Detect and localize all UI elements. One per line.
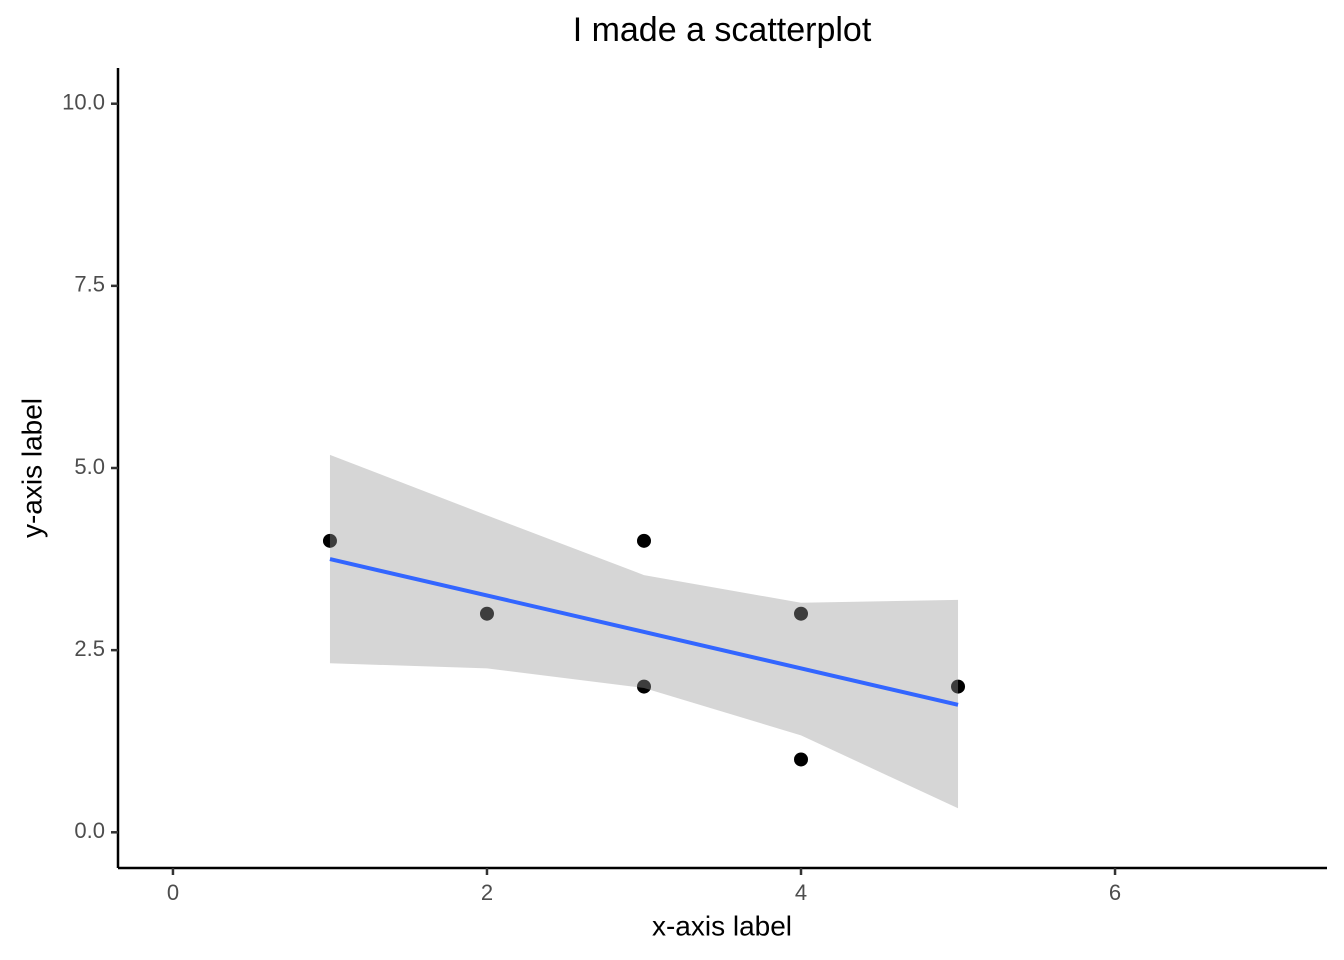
y-tick-label: 10.0 xyxy=(62,90,105,115)
y-tick-label: 5.0 xyxy=(74,454,105,479)
y-axis-title: y-axis label xyxy=(16,398,47,538)
fit-line xyxy=(329,557,959,707)
point xyxy=(636,679,651,694)
x-tick-label: 0 xyxy=(167,880,179,905)
y-tick-label: 0.0 xyxy=(74,818,105,843)
y-tick-label: 7.5 xyxy=(74,272,105,297)
x-tick-label: 4 xyxy=(795,880,807,905)
x-tick-label: 6 xyxy=(1109,880,1121,905)
y-tick-label: 2.5 xyxy=(74,636,105,661)
point xyxy=(794,752,809,767)
x-axis-title: x-axis label xyxy=(652,910,792,941)
x-tick-label: 2 xyxy=(481,880,493,905)
point xyxy=(479,606,494,621)
point xyxy=(636,533,651,548)
point xyxy=(794,606,809,621)
chart-title: I made a scatterplot xyxy=(573,11,872,49)
point xyxy=(322,533,337,548)
point xyxy=(951,679,966,694)
